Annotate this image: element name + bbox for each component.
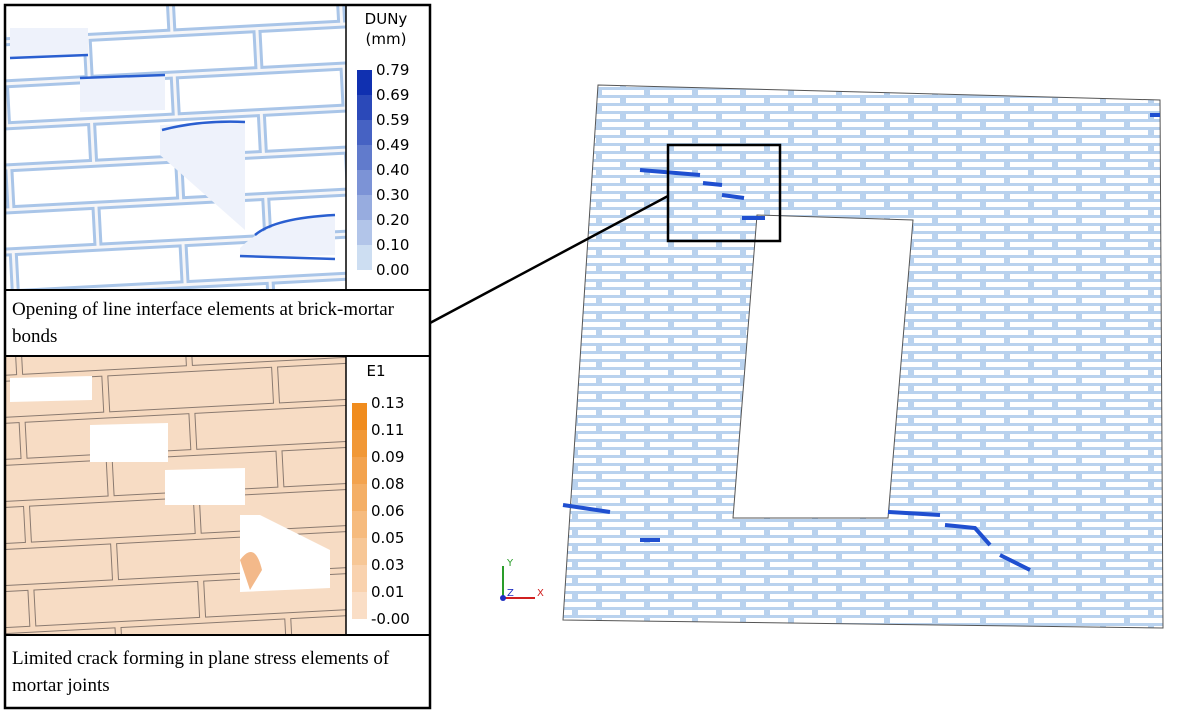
legend-label: 0.49 — [376, 136, 409, 154]
colorbar-step — [357, 170, 372, 195]
colorbar-step — [357, 245, 372, 270]
figure: DUNy (mm) 0.790.690.590.490.400.300.200.… — [0, 0, 1195, 711]
legend-label: 0.03 — [371, 556, 404, 574]
colorbar-step — [352, 511, 367, 538]
legend-label: 0.69 — [376, 86, 409, 104]
legend-label: 0.30 — [376, 186, 409, 204]
colorbar-step — [357, 70, 372, 95]
legend-label: 0.11 — [371, 421, 404, 439]
legend-label: 0.10 — [376, 236, 409, 254]
legend-title: E1 — [366, 362, 385, 380]
legend-title: DUNy — [365, 10, 408, 28]
legend-label: 0.08 — [371, 475, 404, 493]
colorbar-step — [352, 457, 367, 484]
legend-label: 0.00 — [376, 261, 409, 279]
legend-title: (mm) — [366, 30, 407, 48]
colorbar: 0.79 0.69 0.59 0.49 0.40 0.30 0.20 0.10 0.00 — [357, 61, 409, 279]
colorbar-step — [352, 538, 367, 565]
colorbar-step — [352, 565, 367, 592]
legend-label: 0.20 — [376, 211, 409, 229]
figure-graphics: DUNy (mm) 0.790.690.590.490.400.300.200.… — [0, 0, 1195, 711]
colorbar-step — [352, 403, 367, 430]
wall — [430, 85, 1163, 628]
axis-label: Z — [507, 588, 514, 599]
axis-label: Y — [506, 558, 514, 569]
legend-label: 0.59 — [376, 111, 409, 129]
caption: Opening of line interface elements at br… — [12, 296, 412, 350]
colorbar-step — [352, 430, 367, 457]
axis-label: X — [537, 588, 544, 599]
caption: Limited crack forming in plane stress el… — [12, 645, 412, 699]
colorbar-step — [357, 145, 372, 170]
legend-label: 0.06 — [371, 502, 404, 520]
colorbar-step — [357, 195, 372, 220]
legend-label: 0.01 — [371, 583, 404, 601]
legend-label: 0.40 — [376, 161, 409, 179]
colorbar-step — [352, 484, 367, 511]
axes-triad: Y Z X — [500, 558, 544, 601]
legend-label: 0.05 — [371, 529, 404, 547]
colorbar: 0.13 0.11 0.09 0.08 0.06 0.05 0.03 0.01 -0.00 — [352, 394, 410, 628]
legend-label: -0.00 — [371, 610, 410, 628]
colorbar-step — [357, 220, 372, 245]
legend-label: 0.79 — [376, 61, 409, 79]
colorbar-step — [357, 120, 372, 145]
legend-label: 0.09 — [371, 448, 404, 466]
left-panel: DUNy (mm) 0.790.690.590.490.400.300.200.… — [5, 5, 430, 708]
legend-label: 0.13 — [371, 394, 404, 412]
colorbar-step — [352, 592, 367, 619]
colorbar-step — [357, 95, 372, 120]
